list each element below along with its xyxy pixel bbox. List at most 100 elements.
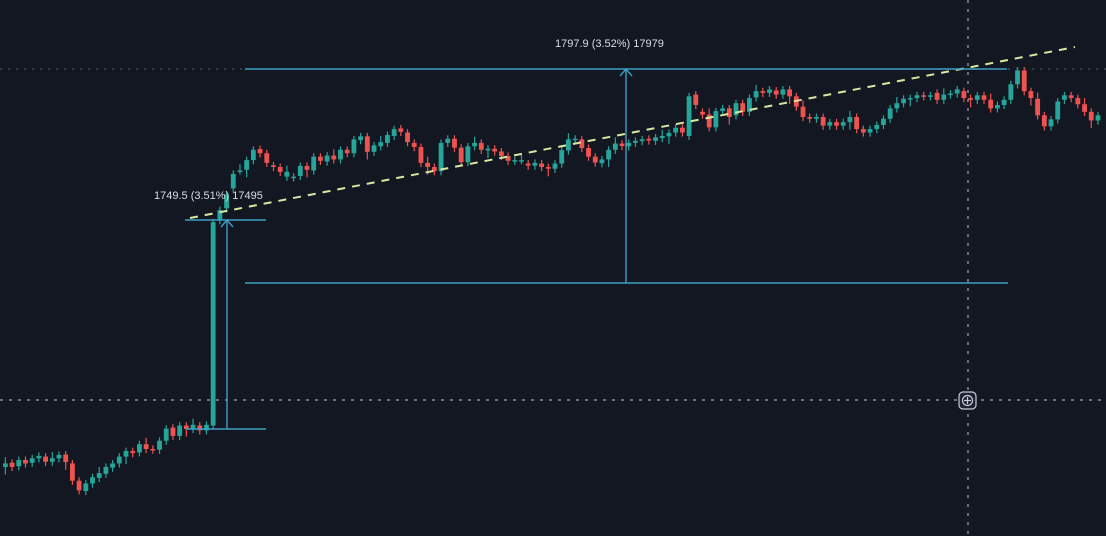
candle-body — [907, 98, 913, 100]
candle-body — [83, 483, 89, 492]
candle-body — [358, 136, 364, 141]
candle-body — [143, 444, 149, 449]
candle-body — [157, 440, 162, 450]
candle-body — [753, 91, 759, 98]
candle-body — [311, 156, 317, 171]
candle-body — [465, 146, 471, 163]
candle-body — [807, 117, 813, 119]
candle-body — [418, 147, 424, 163]
candle-body — [606, 149, 612, 160]
candle-body — [284, 171, 290, 177]
candle-body — [163, 428, 169, 441]
candles-layer — [2, 67, 1101, 496]
candle-body — [592, 156, 598, 163]
candle-body — [385, 134, 390, 143]
candle-body — [224, 194, 229, 209]
candle-body — [927, 95, 933, 97]
candle-body — [686, 96, 692, 136]
crosshair-plus-icon[interactable] — [958, 391, 977, 410]
candle-body — [36, 455, 42, 459]
candle-body — [217, 210, 223, 221]
candle-body — [1028, 91, 1034, 99]
candle-body — [411, 142, 417, 148]
range-tool-2[interactable] — [245, 67, 1008, 284]
candle-body — [123, 451, 129, 457]
candle-body — [190, 424, 196, 429]
range-1-label: 1749.5 (3.51%) 17495 — [154, 190, 263, 202]
candle-body — [572, 138, 578, 141]
candle-body — [586, 148, 591, 157]
candle-body — [43, 456, 48, 462]
candle-body — [237, 170, 243, 172]
candle-body — [780, 89, 786, 95]
candle-body — [746, 98, 752, 112]
candle-body — [297, 165, 303, 176]
candle-body — [700, 111, 705, 115]
candle-body — [210, 222, 216, 426]
candle-body — [23, 460, 28, 464]
candle-body — [706, 114, 712, 128]
candle-body — [539, 163, 545, 167]
candle-body — [452, 138, 457, 148]
candle-body — [860, 129, 866, 133]
candle-body — [1015, 70, 1020, 85]
candle-body — [532, 162, 538, 166]
candle-body — [204, 424, 209, 431]
candle-body — [720, 108, 725, 112]
candle-body — [16, 460, 22, 467]
candle-body — [1075, 98, 1081, 105]
candle-body — [820, 117, 826, 126]
range-1-arrow-icon — [220, 218, 234, 228]
candle-body — [9, 462, 15, 467]
candle-body — [492, 148, 498, 152]
candle-body — [364, 136, 370, 152]
candle-body — [1008, 84, 1014, 100]
candle-body — [103, 466, 109, 474]
candle-body — [646, 138, 652, 141]
candle-body — [29, 458, 35, 463]
candle-body — [639, 139, 645, 142]
candle-body — [130, 451, 136, 454]
trendline-dashed[interactable] — [189, 46, 1076, 219]
candle-body — [1021, 70, 1027, 92]
candle-body — [599, 159, 605, 164]
candle-body — [874, 124, 880, 130]
candle-body — [633, 140, 638, 143]
candle-body — [49, 458, 55, 462]
candle-body — [525, 163, 531, 166]
candle-body — [56, 454, 62, 459]
candle-body — [250, 149, 256, 161]
candle-body — [673, 127, 679, 133]
candle-body — [767, 89, 772, 93]
candle-body — [331, 155, 337, 160]
candle-body — [69, 463, 75, 481]
candle-body — [244, 160, 250, 170]
candle-body — [1055, 101, 1061, 120]
candle-body — [304, 165, 310, 170]
range-2-arrow-icon — [619, 67, 633, 77]
candle-body — [1095, 115, 1101, 121]
range-2-label: 1797.9 (3.52%) 17979 — [555, 38, 664, 50]
candle-body — [1068, 95, 1074, 99]
candle-body — [391, 129, 397, 136]
candle-body — [612, 143, 618, 150]
candle-body — [881, 118, 886, 125]
candle-body — [438, 142, 444, 172]
candle-body — [994, 104, 1000, 109]
candle-body — [666, 132, 672, 137]
candle-body — [934, 92, 940, 100]
candle-body — [552, 163, 558, 169]
candle-body — [659, 135, 665, 139]
candle-body — [338, 149, 343, 160]
candle-body — [498, 151, 504, 156]
candle-body — [827, 122, 833, 126]
candle-body — [961, 91, 967, 99]
range-tool-1[interactable] — [185, 218, 266, 430]
candle-body — [405, 132, 410, 143]
candle-body — [116, 456, 122, 464]
candle-body — [921, 95, 927, 97]
candle-body — [150, 448, 156, 451]
candle-body — [1035, 98, 1041, 116]
